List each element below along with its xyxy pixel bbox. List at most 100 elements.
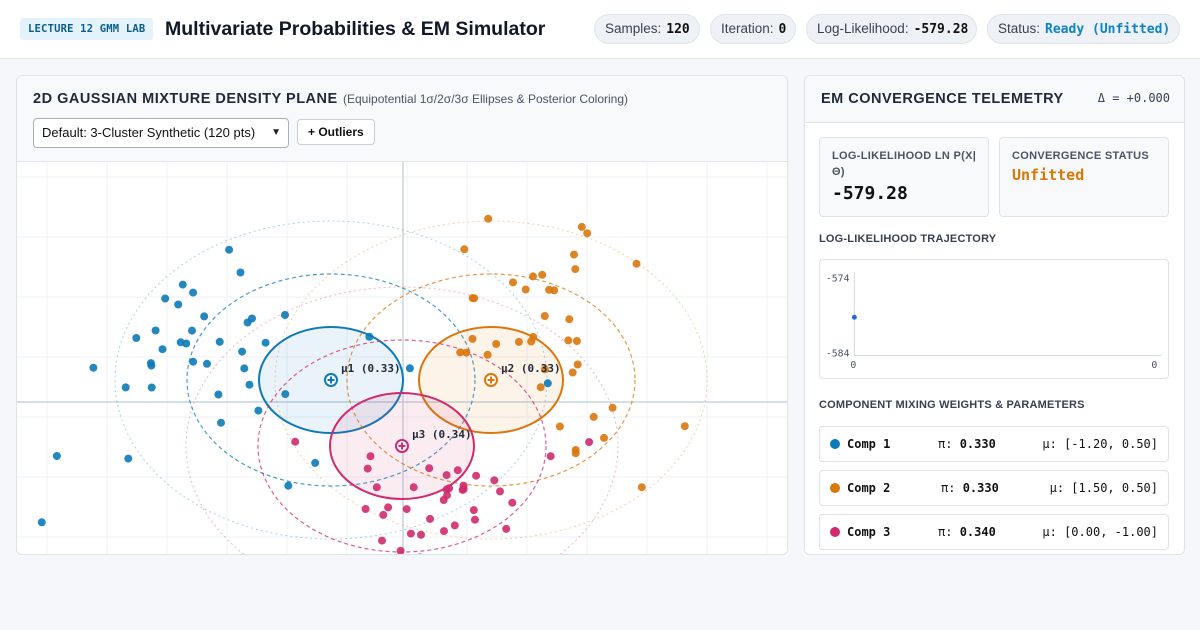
loglik-trajectory-chart: -574 -584 0 0: [819, 259, 1169, 379]
status-stat-value: Ready (Unfitted): [1045, 22, 1171, 37]
sample-point-comp1: [261, 338, 270, 347]
sample-point-comp2: [483, 350, 492, 359]
iteration-stat-value: 0: [778, 22, 787, 37]
sample-point-comp2: [571, 265, 580, 274]
trajectory-ymax-label: -574: [826, 274, 850, 285]
sample-point-comp2: [565, 315, 574, 324]
comp2-3sigma-ellipse: [274, 220, 708, 540]
app-title: Multivariate Probabilities & EM Simulato…: [165, 18, 546, 40]
sample-point-comp3: [378, 536, 386, 545]
trajectory-xmax-label: 0: [1151, 360, 1157, 371]
sample-point-comp1: [161, 294, 170, 303]
sample-point-comp2: [540, 365, 549, 374]
loglik-stat-value: -579.28: [913, 22, 969, 37]
trajectory-ymin-label: -584: [826, 348, 850, 359]
sample-point-comp1: [203, 359, 211, 368]
sample-point-comp2: [492, 340, 501, 348]
sample-point-comp3: [490, 476, 499, 485]
telemetry-panel: EM CONVERGENCE TELEMETRY Δ = +0.000 LOG-…: [804, 75, 1185, 555]
sample-point-comp3: [472, 471, 481, 480]
density-plane-panel: 2D GAUSSIAN MIXTURE DENSITY PLANE (Equip…: [16, 75, 788, 555]
sample-point-comp2: [555, 422, 564, 431]
sample-point-comp3: [442, 471, 451, 480]
sample-point-comp1: [365, 332, 374, 341]
sample-point-comp3: [406, 529, 415, 538]
loglik-stat: Log-Likelihood: -579.28: [806, 14, 977, 44]
comp3-pi-value: 0.340: [959, 525, 996, 539]
component-row-3: Comp 3 π: 0.340 μ: [0.00, -1.00]: [819, 514, 1169, 550]
sample-point-comp1: [240, 364, 249, 373]
sample-point-comp1: [248, 314, 256, 323]
iteration-stat-label: Iteration:: [721, 21, 774, 36]
component-row-2: Comp 2 π: 0.330 μ: [1.50, 0.50]: [819, 470, 1169, 506]
trajectory-label: LOG-LIKELIHOOD TRAJECTORY: [819, 233, 997, 245]
sample-point-comp2: [529, 332, 538, 341]
sample-point-comp2: [571, 449, 580, 458]
add-outliers-button[interactable]: + Outliers: [297, 119, 375, 145]
sample-point-comp1: [158, 345, 167, 354]
sample-point-comp1: [121, 383, 130, 392]
trajectory-point: [851, 314, 857, 320]
sample-point-comp3: [585, 438, 594, 447]
sample-point-comp2: [509, 278, 517, 287]
sample-point-comp1: [215, 337, 224, 346]
comp3-mu-label: μ:: [1042, 525, 1057, 539]
comp2-pi-label: π:: [941, 481, 956, 495]
comp3-color-dot: [830, 527, 840, 537]
comp3-3sigma-ellipse: [185, 286, 619, 554]
sample-point-comp2: [514, 337, 523, 346]
sample-point-comp2: [456, 348, 465, 357]
sample-point-comp2: [540, 312, 549, 320]
sample-point-comp1: [132, 334, 141, 342]
sample-point-comp3: [425, 464, 434, 473]
sample-point-comp2: [538, 270, 547, 279]
sample-point-comp1: [217, 418, 225, 427]
sample-point-comp1: [52, 452, 61, 460]
sample-point-comp3: [402, 505, 411, 514]
sample-point-comp1: [281, 311, 289, 319]
sample-point-comp3: [453, 466, 462, 475]
sample-point-comp3: [361, 505, 370, 513]
chevron-down-icon: ▼: [271, 127, 281, 138]
sample-point-comp3: [496, 487, 504, 496]
sample-point-comp2: [568, 368, 577, 377]
sample-point-comp2: [484, 214, 493, 223]
sample-point-comp2: [536, 383, 545, 392]
sample-point-comp3: [366, 452, 375, 461]
sample-point-comp3: [469, 506, 478, 515]
sample-point-comp3: [372, 483, 381, 492]
comp2-pi-value: 0.330: [962, 481, 999, 495]
comp1-name: Comp 1: [847, 437, 891, 451]
density-plot-canvas[interactable]: μ1 (0.33) μ2 (0.33) μ3 (0.34): [17, 162, 788, 555]
comp3-mu-value: [0.00, -1.00]: [1064, 525, 1158, 539]
sample-point-comp2: [462, 348, 471, 357]
sample-point-comp1: [214, 390, 223, 399]
comp2-name: Comp 2: [847, 481, 891, 495]
sample-point-comp2: [470, 294, 479, 303]
sample-point-comp1: [174, 300, 183, 309]
dataset-select[interactable]: Default: 3-Cluster Synthetic (120 pts) ▼: [33, 118, 289, 148]
sample-point-comp2: [572, 337, 581, 345]
status-stat-label: Status:: [998, 21, 1041, 36]
sample-point-comp2: [589, 412, 598, 421]
delta-readout: Δ = +0.000: [1097, 91, 1170, 105]
weights-label: COMPONENT MIXING WEIGHTS & PARAMETERS: [819, 399, 1085, 411]
sample-point-comp2: [460, 245, 469, 254]
sample-point-comp3: [450, 521, 459, 530]
sample-point-comp1: [238, 347, 247, 356]
sample-point-comp3: [442, 485, 451, 494]
samples-stat-value: 120: [666, 22, 690, 37]
sample-point-comp2: [545, 285, 554, 294]
sample-point-comp1: [200, 312, 209, 321]
sample-point-comp3: [440, 527, 448, 536]
comp1-mu-label: μ:: [1042, 437, 1057, 451]
sample-point-comp1: [89, 363, 98, 372]
convergence-card-label: CONVERGENCE STATUS: [1012, 150, 1150, 162]
sample-point-comp1: [543, 379, 552, 388]
sample-point-comp2: [564, 336, 573, 345]
comp2-color-dot: [830, 483, 840, 493]
sample-point-comp3: [471, 515, 479, 524]
comp1-mean-label: μ1 (0.33): [341, 362, 401, 375]
sample-point-comp1: [147, 383, 156, 392]
loglik-stat-label: Log-Likelihood:: [817, 21, 909, 36]
